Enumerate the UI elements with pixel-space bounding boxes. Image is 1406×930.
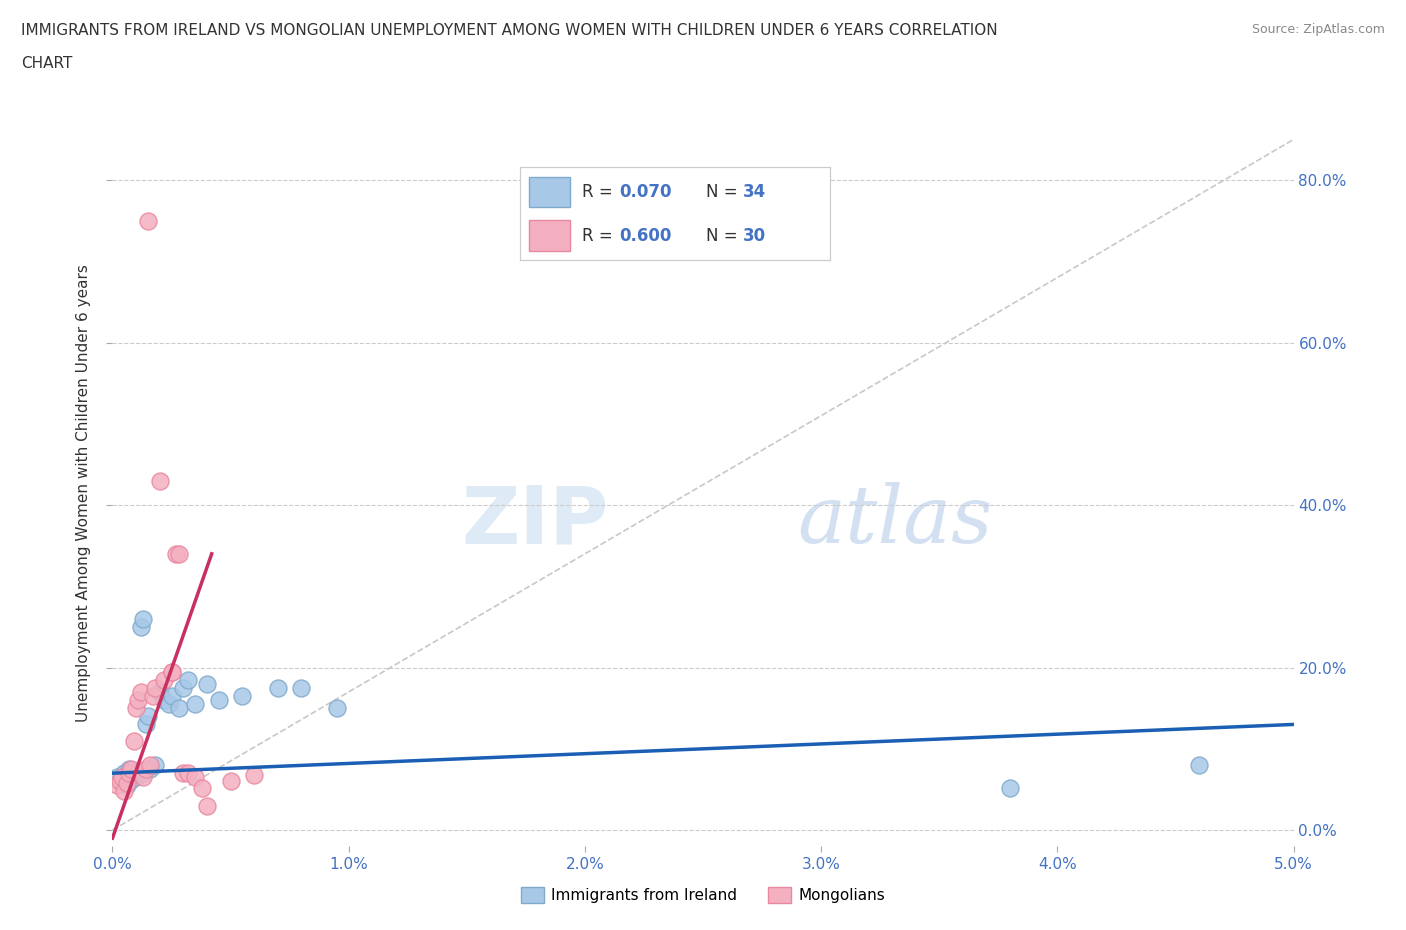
Point [122,767,145,782]
Point [125,770,148,785]
Point [112,765,135,780]
Point [135,717,157,732]
Point [149,473,172,488]
Text: IMMIGRANTS FROM IRELAND VS MONGOLIAN UNEMPLOYMENT AMONG WOMEN WITH CHILDREN UNDE: IMMIGRANTS FROM IRELAND VS MONGOLIAN UNE… [21,23,998,38]
Point [191,780,214,795]
Point [127,693,149,708]
Text: R =: R = [582,183,619,201]
Point [149,684,172,699]
Point [108,774,131,789]
Point [165,547,187,562]
Point [195,676,218,691]
Point [290,681,312,696]
Point [172,681,194,696]
Y-axis label: Unemployment Among Women with Children Under 6 years: Unemployment Among Women with Children U… [76,264,91,722]
Point [208,693,231,708]
Point [267,681,290,696]
Point [115,777,138,792]
Point [120,762,142,777]
Point [139,762,162,777]
Point [105,770,128,785]
Point [136,213,159,228]
Text: 0.070: 0.070 [619,183,672,201]
FancyBboxPatch shape [530,220,569,251]
Point [326,700,349,715]
Point [112,784,135,799]
Point [129,684,152,699]
Point [219,774,242,789]
Point [160,664,183,679]
Point [184,697,207,711]
Text: N =: N = [706,183,742,201]
Point [160,688,183,703]
Point [142,688,165,703]
Point [143,758,166,773]
Point [127,764,149,779]
Legend: Immigrants from Ireland, Mongolians: Immigrants from Ireland, Mongolians [515,881,891,910]
Point [132,770,155,785]
Point [139,758,162,773]
Point [177,672,200,687]
Text: 34: 34 [742,183,766,201]
Text: Source: ZipAtlas.com: Source: ZipAtlas.com [1251,23,1385,36]
Point [167,700,190,715]
Text: N =: N = [706,227,742,245]
Point [115,776,138,790]
Point [108,774,131,789]
Point [243,767,266,782]
Point [143,681,166,696]
Point [129,619,152,634]
Point [136,709,159,724]
Point [160,664,183,679]
Point [125,765,148,780]
Point [153,693,176,708]
Point [195,798,218,813]
Point [998,780,1021,795]
Point [118,765,141,780]
Point [118,762,141,777]
Text: 0.600: 0.600 [619,227,672,245]
Text: R =: R = [582,227,619,245]
Text: atlas: atlas [797,483,993,560]
Point [120,772,142,787]
Point [132,765,155,780]
Point [153,672,176,687]
Point [118,770,141,785]
FancyBboxPatch shape [530,177,569,207]
Text: 30: 30 [742,227,766,245]
Text: ZIP: ZIP [461,482,609,560]
Point [111,770,134,785]
Point [184,770,207,785]
Point [1188,758,1211,773]
Point [135,762,157,777]
Point [167,547,190,562]
Point [172,765,194,780]
Point [125,700,148,715]
Point [122,733,145,748]
Point [157,697,180,711]
Point [231,688,253,703]
Text: CHART: CHART [21,56,73,71]
Point [105,777,128,792]
Point [177,765,200,780]
Point [132,611,155,626]
